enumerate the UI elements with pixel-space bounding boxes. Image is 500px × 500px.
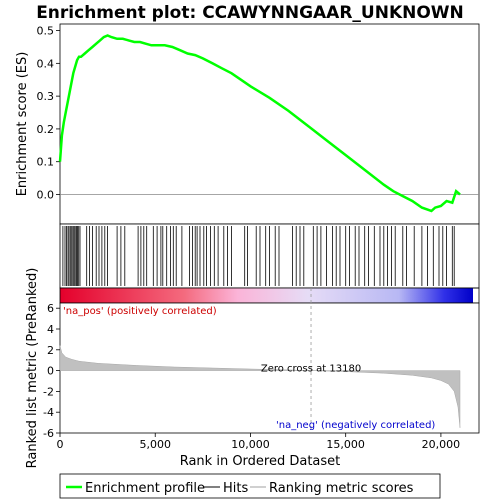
metric-y-tick-label: 2 (47, 344, 54, 357)
legend-enrichment-label: Enrichment profile (85, 481, 205, 496)
x-tick-label: 20,000 (422, 438, 461, 451)
metric-y-tick-label: -6 (43, 427, 54, 440)
es-y-tick-label: 0.5 (37, 25, 55, 38)
metric-y-tick-label: -4 (43, 406, 54, 419)
es-y-axis-label: Enrichment score (ES) (15, 52, 30, 197)
metric-y-axis-label: Ranked list metric (PreRanked) (25, 268, 40, 469)
x-tick-label: 10,000 (231, 438, 270, 451)
rank-color-bar (60, 288, 473, 303)
x-axis-label: Rank in Ordered Dataset (180, 454, 341, 469)
legend-metric-label: Ranking metric scores (269, 481, 414, 496)
chart-title: Enrichment plot: CCAWYNNGAAR_UNKNOWN (36, 3, 464, 23)
metric-y-tick-label: 0 (47, 365, 54, 378)
es-y-tick-label: 0.4 (37, 57, 55, 70)
x-tick-label: 15,000 (326, 438, 365, 451)
zero-cross-label: Zero cross at 13180 (261, 364, 361, 375)
metric-y-tick-label: -2 (43, 385, 54, 398)
es-y-tick-label: 0.1 (37, 156, 55, 169)
es-y-tick-label: 0.0 (37, 188, 55, 201)
es-y-tick-label: 0.3 (37, 90, 55, 103)
positive-correlation-label: 'na_pos' (positively correlated) (63, 306, 217, 317)
es-panel-frame (60, 24, 479, 224)
x-tick-label: 0 (57, 438, 64, 451)
metric-y-tick-label: 6 (47, 302, 54, 315)
es-y-tick-label: 0.2 (37, 123, 55, 136)
legend-hits-label: Hits (223, 481, 248, 496)
metric-y-tick-label: 4 (47, 323, 54, 336)
x-tick-label: 5,000 (139, 438, 171, 451)
negative-correlation-label: 'na_neg' (negatively correlated) (276, 420, 435, 431)
